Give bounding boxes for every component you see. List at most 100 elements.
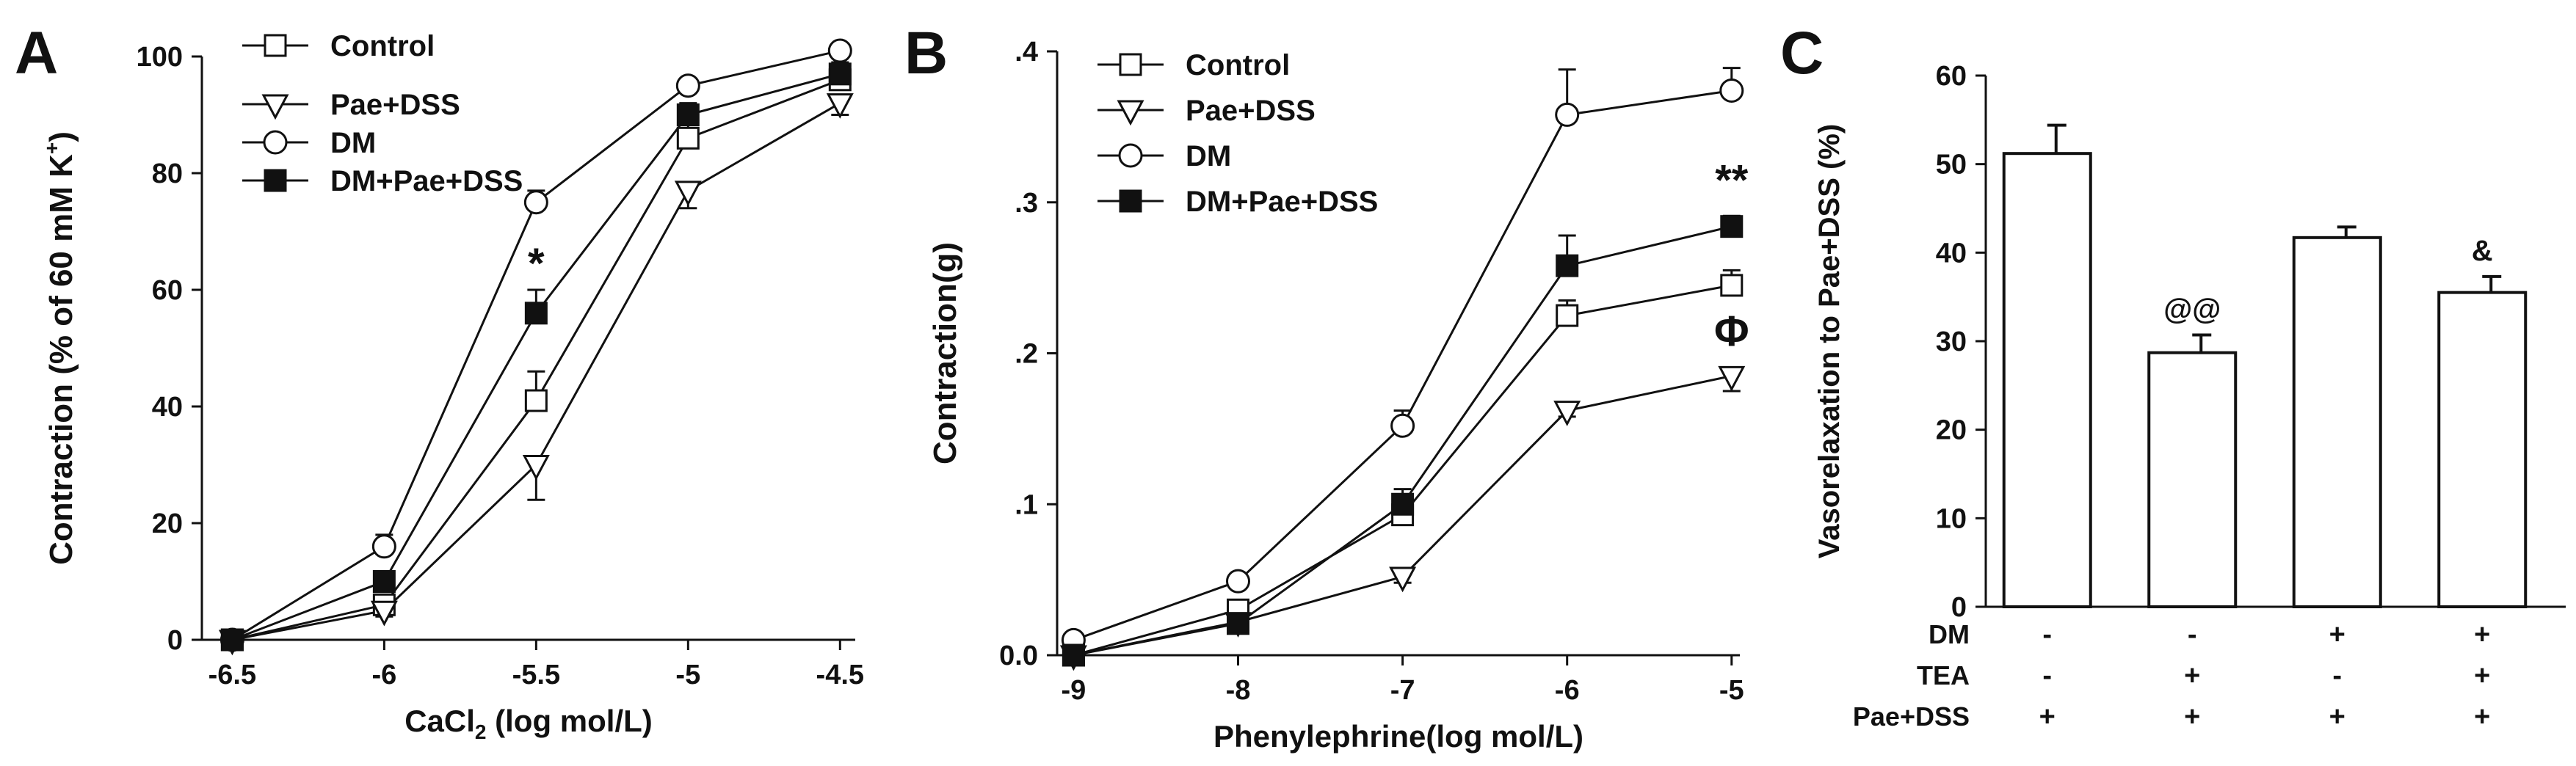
A-legend-marker [264, 34, 287, 57]
B-x-axis-label: Phenylephrine(log mol/L) [1213, 719, 1583, 754]
C-treatment-label: Pae+DSS [1853, 701, 1970, 732]
B-y-tick-label: .3 [1015, 188, 1038, 219]
A-point-Pae+DSS [674, 180, 702, 207]
A-y-tick-label: 60 [152, 275, 183, 306]
C-treatment-sign: + [2329, 619, 2345, 650]
B-x-tick-label: -6 [1555, 675, 1580, 706]
B-series-line-Control [1073, 284, 1733, 657]
B-point-DM+Pae+DSS [1556, 254, 1579, 277]
C-bar [2437, 291, 2528, 608]
B-legend-label: Pae+DSS [1186, 95, 1316, 127]
A-point-DM [675, 73, 700, 98]
A-x-axis-label: CaCl2 (log mol/L) [404, 704, 653, 743]
C-treatment-sign: + [2474, 619, 2490, 650]
B-point-Control [1556, 304, 1579, 327]
A-legend-label: DM+Pae+DSS [330, 165, 523, 197]
A-legend-marker [264, 169, 287, 192]
B-significance-mark: Φ [1714, 307, 1749, 355]
A-significance-mark: * [528, 240, 545, 288]
C-treatment-sign: - [2332, 660, 2342, 691]
A-x-tick-label: -6 [371, 660, 396, 690]
C-treatment-sign: + [2474, 660, 2490, 691]
A-x-tick-label: -4.5 [816, 660, 864, 690]
C-treatment-sign: - [2042, 660, 2052, 691]
A-point-DM [371, 534, 396, 559]
C-treatment-sign: - [2042, 619, 2052, 650]
B-point-DM [1555, 102, 1580, 127]
A-point-DM+Pae+DSS [676, 103, 700, 126]
B-legend-marker [1119, 189, 1142, 213]
A-point-DM+Pae+DSS [524, 302, 548, 325]
C-treatment-sign: + [2184, 701, 2200, 732]
B-legend-label: Control [1186, 49, 1290, 81]
B-point-Pae+DSS [1389, 566, 1417, 593]
A-point-DM+Pae+DSS [220, 628, 244, 652]
A-point-Pae+DSS [826, 93, 854, 119]
panel-label-C: C [1780, 20, 1824, 87]
B-y-tick-label: .4 [1015, 37, 1038, 68]
B-series-line-DM [1073, 90, 1733, 641]
A-y-tick-label: 100 [137, 42, 183, 73]
B-point-Control [1720, 274, 1744, 297]
B-legend-marker [1117, 100, 1144, 126]
A-y-axis-label: Contraction (% of 60 mM K+) [40, 131, 79, 565]
B-legend-label: DM+Pae+DSS [1186, 186, 1378, 218]
B-legend-label: DM [1186, 140, 1231, 172]
A-y-tick-label: 0 [167, 625, 183, 656]
B-x-tick-label: -5 [1719, 675, 1744, 706]
A-series-line-DM [231, 49, 841, 641]
A-point-Pae+DSS [370, 600, 398, 627]
A-x-tick-label: -5.5 [512, 660, 560, 690]
B-y-tick-label: .2 [1015, 339, 1038, 370]
C-y-tick-label: 0 [1951, 592, 1967, 623]
C-treatment-label: TEA [1917, 660, 1970, 690]
A-point-Pae+DSS [522, 455, 550, 481]
C-treatment-sign: + [2184, 660, 2200, 691]
B-y-axis-label: Contraction(g) [927, 242, 963, 464]
A-x-tick-label: -5 [675, 660, 700, 690]
C-significance-mark: & [2472, 235, 2493, 267]
A-y-tick-label: 40 [152, 392, 183, 423]
C-y-tick-label: 20 [1936, 415, 1967, 446]
B-x-tick-label: -8 [1226, 675, 1251, 706]
B-point-DM [1390, 413, 1415, 438]
C-significance-mark: @@ [2163, 293, 2221, 326]
A-series-line-Control [232, 79, 841, 641]
C-y-tick-label: 40 [1936, 238, 1967, 269]
B-legend-marker [1119, 53, 1142, 76]
B-y-tick-label: .1 [1015, 489, 1038, 520]
A-x-tick-label: -6.5 [208, 660, 256, 690]
A-point-DM+Pae+DSS [828, 62, 852, 86]
A-point-DM [827, 38, 852, 63]
A-point-Control [676, 126, 700, 150]
A-point-DM [523, 190, 548, 215]
B-point-Pae+DSS [1553, 401, 1581, 426]
B-x-tick-label: -9 [1062, 675, 1086, 706]
A-series-line-DM+Pae+DSS [231, 73, 841, 641]
panel-label-B: B [904, 20, 948, 87]
C-bar [2292, 236, 2382, 608]
A-y-tick-label: 80 [152, 158, 183, 189]
C-treatment-sign: - [2188, 619, 2197, 650]
C-treatment-sign: + [2329, 701, 2345, 732]
C-bar [2002, 152, 2092, 609]
B-point-DM+Pae+DSS [1720, 215, 1744, 238]
A-legend-label: Control [330, 30, 435, 62]
A-legend-label: Pae+DSS [330, 89, 460, 121]
A-legend-label: DM [330, 127, 376, 159]
B-point-DM+Pae+DSS [1227, 612, 1250, 635]
C-bar [2147, 351, 2238, 608]
C-y-tick-label: 30 [1936, 327, 1967, 357]
B-point-DM+Pae+DSS [1062, 643, 1085, 667]
C-y-tick-label: 10 [1936, 503, 1967, 534]
B-point-DM+Pae+DSS [1391, 492, 1415, 516]
C-y-axis-label: Vasorelaxation to Pae+DSS (%) [1813, 124, 1846, 558]
C-treatment-sign: + [2474, 701, 2490, 732]
B-point-Pae+DSS [1718, 365, 1746, 392]
A-point-DM+Pae+DSS [372, 570, 396, 593]
panel-label-A: A [15, 20, 58, 87]
C-y-tick-label: 60 [1936, 61, 1967, 92]
A-legend-marker [263, 130, 288, 155]
B-significance-mark: ** [1715, 156, 1749, 204]
